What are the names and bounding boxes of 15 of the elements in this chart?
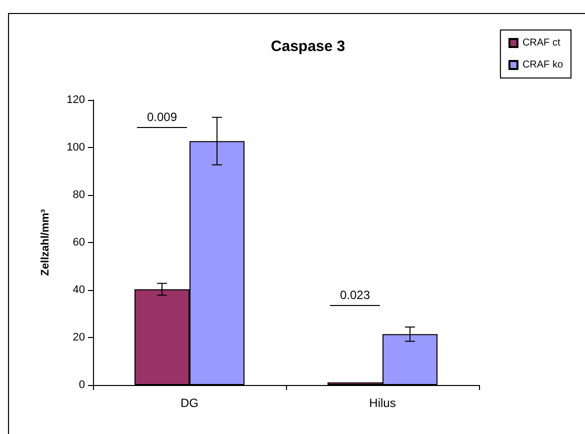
y-tick-label: 120 xyxy=(66,94,85,106)
chart-title: Caspase 3 xyxy=(270,38,346,55)
y-tick-label: 0 xyxy=(78,379,85,391)
x-tick-label: DG xyxy=(180,396,198,410)
x-tick-label: Hilus xyxy=(369,396,396,410)
annotation: 0.009 xyxy=(146,110,177,124)
legend-label: CRAF ct xyxy=(522,38,560,48)
y-tick-label: 100 xyxy=(66,142,85,154)
legend-label: CRAF ko xyxy=(522,60,564,70)
annotation: 0.023 xyxy=(340,288,370,302)
y-tick-label: 60 xyxy=(72,236,85,248)
y-tick-label: 20 xyxy=(72,332,85,344)
y-axis-title: Zellzahl/mm³ xyxy=(40,208,52,276)
y-tick-label: 80 xyxy=(72,189,85,201)
y-tick-label: 40 xyxy=(72,284,85,296)
